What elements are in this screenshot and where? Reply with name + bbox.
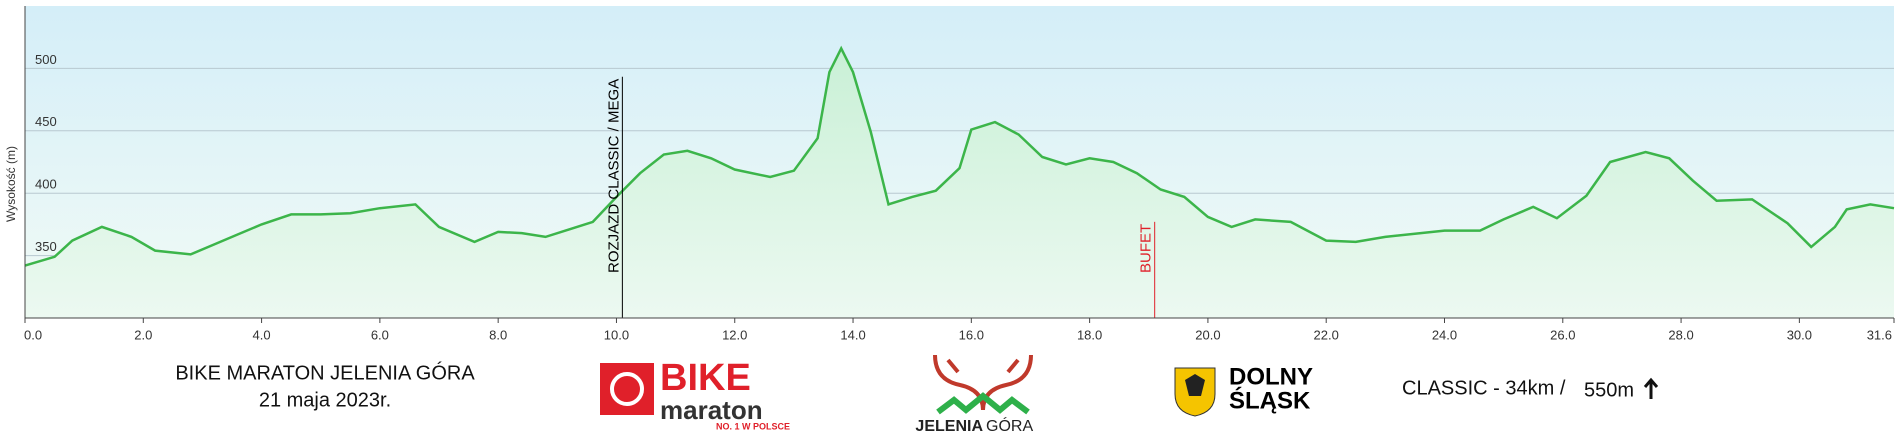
annotation-label: BUFET (1138, 224, 1155, 273)
x-tick-label: 30.0 (1787, 327, 1812, 342)
x-tick-label: 6.0 (371, 327, 389, 342)
logo-wheel (610, 372, 644, 406)
y-tick-label: 500 (35, 52, 57, 67)
logo-text: BIKE (660, 357, 751, 399)
x-tick-label: 12.0 (722, 327, 747, 342)
y-tick-label: 450 (35, 114, 57, 129)
mountains (936, 392, 1030, 415)
x-tick-label: 26.0 (1550, 327, 1575, 342)
logo-text: maraton (660, 395, 763, 425)
antlers (933, 354, 1033, 411)
arrow-up-icon (1643, 377, 1659, 399)
logo-box (600, 363, 654, 415)
y-tick-label: 400 (35, 177, 57, 192)
x-tick-label: 24.0 (1432, 327, 1457, 342)
logo-tagline: NO. 1 W POLSCE (716, 421, 790, 431)
x-tick-label: 4.0 (253, 327, 271, 342)
x-tick-label: 8.0 (489, 327, 507, 342)
logo-text: GÓRA (986, 416, 1033, 435)
event-date: 21 maja 2023r. (259, 389, 391, 411)
x-tick-label: 0.0 (24, 327, 42, 342)
logo-text: ŚLĄSK (1229, 386, 1311, 414)
x-tick-label: 14.0 (840, 327, 865, 342)
x-tick-label: 16.0 (959, 327, 984, 342)
x-tick-label: 31.6 (1867, 327, 1892, 342)
annotation-label: ROZJAZD CLASSIC / MEGA (605, 79, 622, 273)
bike-logo: BIKE maraton NO. 1 W POLSCE (600, 357, 790, 431)
x-tick-label: 2.0 (134, 327, 152, 342)
route-info: CLASSIC - 34km / (1402, 377, 1566, 399)
logo-text: JELENIA (915, 418, 983, 435)
y-tick-label: 350 (35, 239, 57, 254)
x-tick-label: 10.0 (604, 327, 629, 342)
climb-info: 550m (1584, 379, 1634, 401)
x-tick-label: 28.0 (1668, 327, 1693, 342)
logo-text: DOLNY (1229, 363, 1313, 390)
region-logo: DOLNY ŚLĄSK (1174, 363, 1313, 417)
x-tick-label: 22.0 (1314, 327, 1339, 342)
x-tick-label: 18.0 (1077, 327, 1102, 342)
event-title: BIKE MARATON JELENIA GÓRA (175, 361, 475, 384)
city-logo: JELENIA GÓRA (915, 354, 1033, 435)
area (25, 48, 1894, 319)
elevation-line (24, 45, 1895, 267)
eagle (1185, 374, 1205, 396)
x-tick-label: 20.0 (1195, 327, 1220, 342)
y-axis-label: Wysokość (m) (4, 146, 18, 222)
